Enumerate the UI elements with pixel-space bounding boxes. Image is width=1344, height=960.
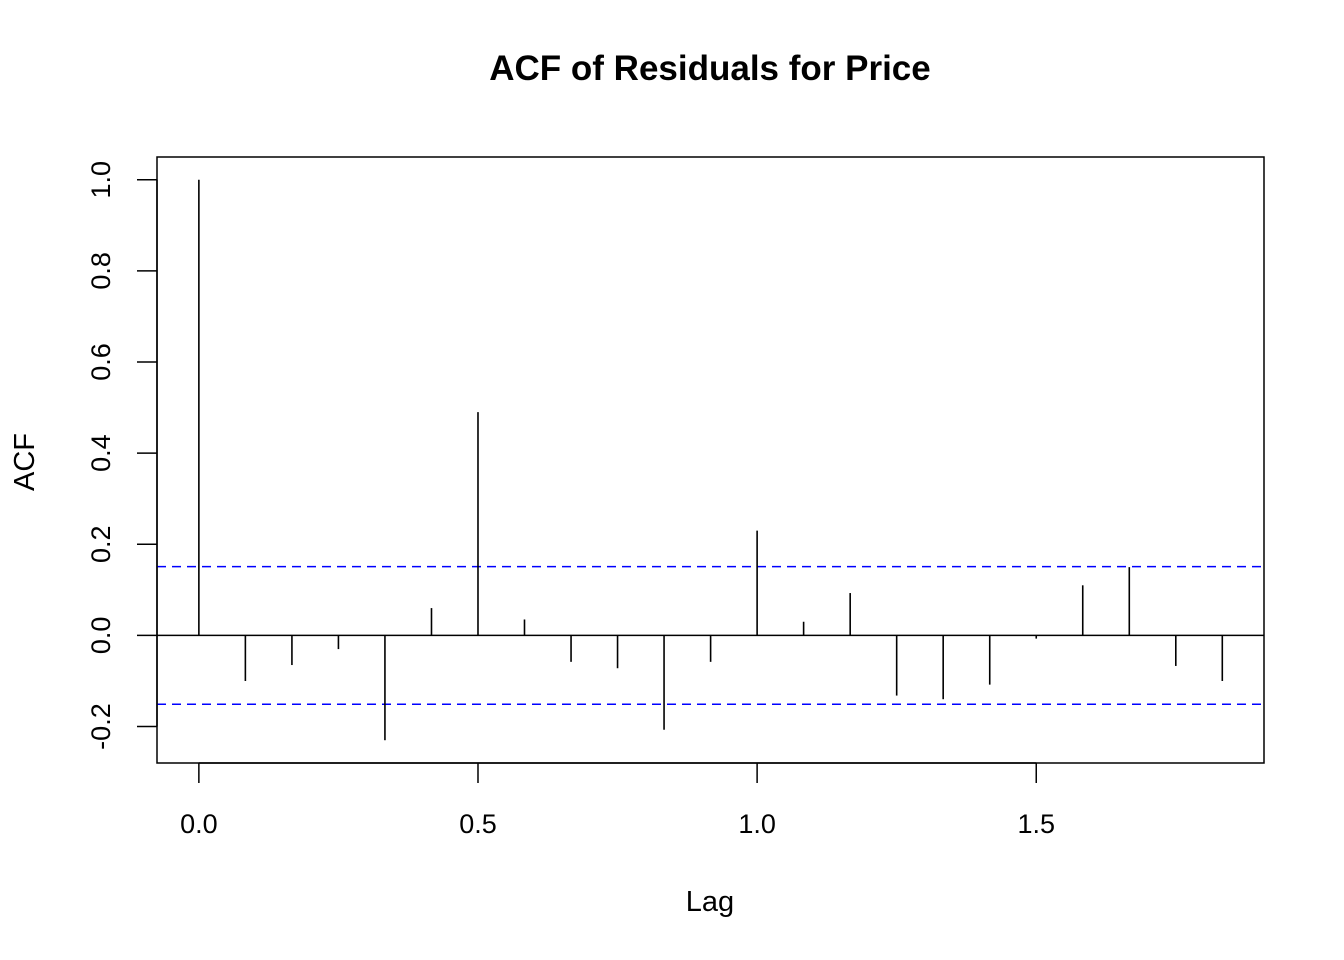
y-tick-label: 0.8	[86, 252, 116, 290]
y-tick-label: 1.0	[86, 161, 116, 199]
x-tick-label: 0.5	[459, 809, 497, 839]
y-tick-label: 0.6	[86, 343, 116, 381]
y-tick-label: 0.4	[86, 434, 116, 472]
y-tick-label: -0.2	[86, 703, 116, 750]
acf-spikes	[198, 179, 1224, 741]
chart-title: ACF of Residuals for Price	[489, 49, 930, 88]
confidence-bounds	[157, 565, 1264, 705]
x-tick-label: 1.5	[1017, 809, 1055, 839]
plot-frame	[156, 156, 1265, 764]
y-axis-label: ACF	[9, 433, 41, 491]
x-axis-label: Lag	[686, 886, 734, 918]
y-axis: -0.2 0.0 0.2 0.4 0.6 0.8 1.0	[86, 161, 158, 750]
y-tick-label: 0.2	[86, 526, 116, 564]
x-axis: 0.0 0.5 1.0 1.5	[180, 762, 1055, 839]
x-tick-label: 1.0	[738, 809, 776, 839]
y-tick-label: 0.0	[86, 617, 116, 655]
x-tick-label: 0.0	[180, 809, 218, 839]
